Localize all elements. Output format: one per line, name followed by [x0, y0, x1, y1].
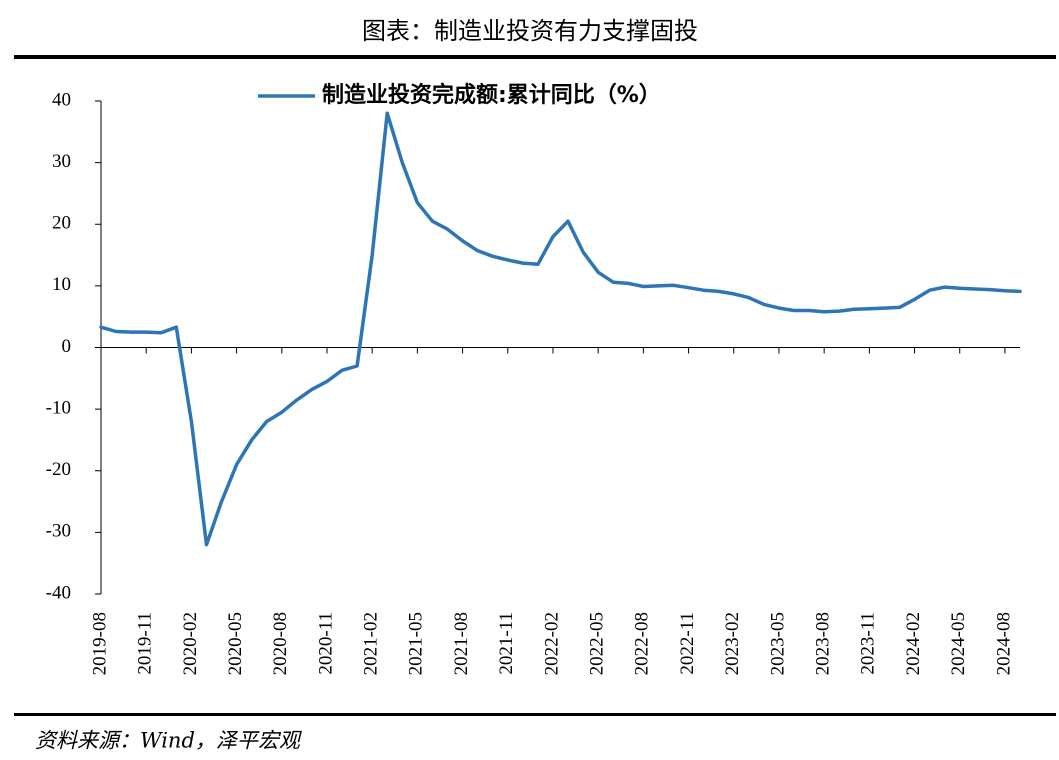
x-tick-label: 2022-02 [541, 612, 562, 675]
x-tick-label: 2023-05 [767, 612, 788, 675]
x-tick-label: 2019-08 [89, 612, 110, 675]
y-tick-label: 40 [52, 89, 71, 110]
x-tick-label: 2020-11 [315, 612, 336, 675]
y-tick-label: -40 [46, 582, 71, 603]
series-line [99, 111, 1022, 547]
legend-label: 制造业投资完成额:累计同比（%） [322, 82, 661, 108]
source: 资料来源：Wind，泽平宏观 [35, 729, 303, 753]
x-tick-label: 2023-02 [722, 612, 743, 675]
x-tick-label: 2020-05 [225, 612, 246, 675]
x-tick-label: 2020-08 [270, 612, 291, 675]
x-tick-label: 2023-11 [858, 612, 879, 675]
x-tick-label: 2024-02 [903, 612, 924, 675]
chart-title: 图表：制造业投资有力支撑固投 [362, 17, 698, 45]
x-tick-label: 2023-08 [813, 612, 834, 675]
y-tick-label: -30 [46, 521, 71, 542]
x-tick-label: 2020-02 [180, 612, 201, 675]
x-tick-label: 2021-08 [451, 612, 472, 675]
x-tick-label: 2022-08 [632, 612, 653, 675]
x-tick-label: 2021-02 [361, 612, 382, 675]
y-tick-label: 30 [52, 151, 71, 172]
x-tick-label: 2022-05 [587, 612, 608, 675]
y-tick-label: 10 [52, 274, 71, 295]
y-tick-label: -20 [46, 459, 71, 480]
y-tick-label: 20 [52, 213, 71, 234]
top-rule [14, 55, 1056, 59]
x-tick-label: 2021-11 [496, 612, 517, 675]
y-tick-label: 0 [62, 336, 72, 357]
x-tick-label: 2019-11 [135, 612, 156, 675]
x-tick-label: 2021-05 [406, 612, 427, 675]
x-tick-label: 2024-08 [993, 612, 1014, 675]
x-tick-label: 2022-11 [677, 612, 698, 675]
x-tick-label: 2024-05 [948, 612, 969, 675]
bottom-rule [14, 713, 1056, 716]
y-tick-label: -10 [46, 397, 71, 418]
